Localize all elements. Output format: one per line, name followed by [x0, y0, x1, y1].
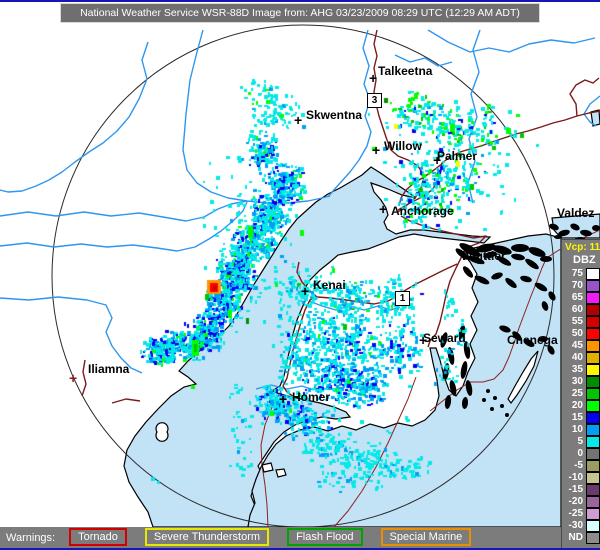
dbz-value--15: -15 [568, 484, 583, 495]
city-marker-seward: + [419, 332, 428, 348]
dbz-value-0: 0 [577, 448, 583, 459]
dbz-row--5: -5 [562, 459, 600, 472]
dbz-scale-panel: Vcp: 11 DBZ 75 70 65 60 55 50 45 40 35 30 25 20 15 10… [561, 239, 600, 549]
dbz-row-10: 10 [562, 423, 600, 436]
highway-shield-3: 3 [367, 93, 382, 108]
dbz-value--20: -20 [568, 496, 583, 507]
city-marker-skwentna: + [294, 112, 303, 128]
dbz-row-65: 65 [562, 291, 600, 304]
city-marker-talkeetna: + [369, 70, 378, 86]
dbz-value--25: -25 [568, 508, 583, 519]
frame-border-top [0, 0, 600, 2]
city-label-palmer: Palmer [437, 149, 478, 163]
city-label-talkeetna: Talkeetna [378, 64, 433, 78]
city-label-kenai: Kenai [313, 278, 346, 292]
dbz-value-40: 40 [571, 352, 583, 363]
dbz-row--25: -25 [562, 507, 600, 520]
dbz-value-55: 55 [571, 316, 583, 327]
dbz-row-30: 30 [562, 375, 600, 388]
dbz-unit-label: DBZ [573, 254, 596, 266]
city-label-valdez: Valdez [557, 206, 595, 220]
city-marker-homer: + [279, 391, 288, 407]
warning-button-tornado[interactable]: Tornado [69, 528, 127, 546]
dbz-row--15: -15 [562, 483, 600, 496]
dbz-value--5: -5 [574, 460, 583, 471]
warning-button-severe-thunderstorm[interactable]: Severe Thunderstorm [144, 528, 270, 546]
city-label-willow: Willow [384, 139, 422, 153]
dbz-row-25: 25 [562, 387, 600, 400]
city-label-homer: Homer [292, 390, 331, 404]
dbz-value-ND: ND [568, 532, 583, 543]
frame-border-bottom [0, 548, 600, 550]
dbz-row-0: 0 [562, 447, 600, 460]
dbz-row--30: -30 [562, 519, 600, 532]
dbz-row--10: -10 [562, 471, 600, 484]
dbz-row-35: 35 [562, 363, 600, 376]
dbz-value--10: -10 [568, 472, 583, 483]
dbz-row-75: 75 [562, 267, 600, 280]
city-label-whittier: Whittier [461, 249, 506, 263]
city-label-anchorage: Anchorage [391, 204, 454, 218]
warnings-label: Warnings: [6, 531, 56, 544]
dbz-row-55: 55 [562, 315, 600, 328]
city-label-skwentna: Skwentna [306, 108, 363, 122]
dbz-value-25: 25 [571, 388, 583, 399]
dbz-row-50: 50 [562, 327, 600, 340]
city-label-chenega: Chenega [507, 333, 558, 347]
dbz-value-10: 10 [571, 424, 583, 435]
title-bar: National Weather Service WSR-88D Image f… [60, 3, 540, 23]
city-marker-anchorage: + [379, 201, 388, 217]
city-label-iliamna: Iliamna [88, 362, 130, 376]
city-label-seward: Seward [423, 331, 466, 345]
dbz-value-60: 60 [571, 304, 583, 315]
warning-button-flash-flood[interactable]: Flash Flood [287, 528, 363, 546]
dbz-value--30: -30 [568, 520, 583, 531]
highway-shield-1: 1 [395, 291, 410, 306]
dbz-value-65: 65 [571, 292, 583, 303]
dbz-value-15: 15 [571, 412, 583, 423]
title-text: National Weather Service WSR-88D Image f… [80, 7, 520, 19]
dbz-row-45: 45 [562, 339, 600, 352]
dbz-row-70: 70 [562, 279, 600, 292]
dbz-value-75: 75 [571, 268, 583, 279]
dbz-row-ND: ND [562, 531, 600, 544]
dbz-swatch-ND [586, 532, 600, 544]
dbz-value-20: 20 [571, 400, 583, 411]
dbz-row-40: 40 [562, 351, 600, 364]
warnings-bar: Warnings: Tornado Severe Thunderstorm Flas… [0, 527, 600, 548]
dbz-row-5: 5 [562, 435, 600, 448]
dbz-value-5: 5 [577, 436, 583, 447]
city-marker-iliamna: + [69, 370, 78, 386]
warning-button-special-marine[interactable]: Special Marine [380, 528, 472, 546]
vcp-label: Vcp: 11 [565, 242, 600, 253]
city-marker-willow: + [372, 142, 381, 158]
dbz-value-45: 45 [571, 340, 583, 351]
dbz-value-30: 30 [571, 376, 583, 387]
city-marker-palmer: + [433, 152, 442, 168]
dbz-row--20: -20 [562, 495, 600, 508]
city-marker-kenai: + [301, 283, 310, 299]
dbz-value-35: 35 [571, 364, 583, 375]
warning-buttons: Tornado Severe Thunderstorm Flash Flood Spe… [69, 528, 489, 546]
dbz-row-15: 15 [562, 411, 600, 424]
dbz-row-20: 20 [562, 399, 600, 412]
dbz-value-70: 70 [571, 280, 583, 291]
dbz-row-60: 60 [562, 303, 600, 316]
dbz-value-50: 50 [571, 328, 583, 339]
